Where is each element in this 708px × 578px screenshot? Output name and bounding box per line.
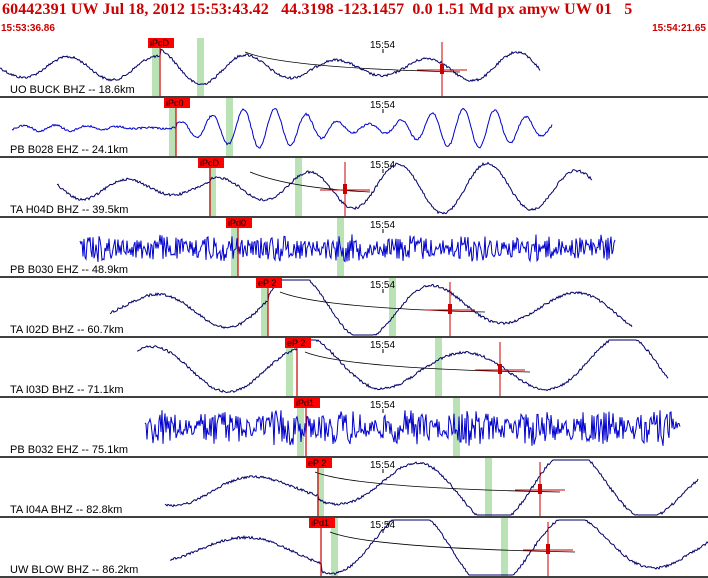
phase-pick-label-box[interactable] (285, 338, 311, 348)
time-tick-label: 15:54 (370, 160, 395, 171)
phase-pick-label: iPcD (150, 38, 170, 48)
green-window-band (261, 278, 268, 336)
phase-pick-label: eP 2 (308, 458, 326, 468)
amplitude-marker-box (440, 64, 444, 74)
amplitude-marker-box (343, 184, 347, 194)
phase-pick-label-box[interactable] (148, 38, 174, 48)
green-window-band (197, 38, 204, 96)
waveform-trace[interactable] (0, 48, 541, 86)
green-window-band (317, 458, 324, 516)
phase-pick-label: iPd1 (296, 398, 314, 408)
arrival-curve (279, 291, 486, 313)
time-tick-label: 15:54 (370, 460, 395, 471)
station-label: PB B032 EHZ -- 75.1km (10, 444, 128, 456)
station-label: PB B030 EHZ -- 48.9km (10, 264, 128, 276)
green-window-band (226, 98, 233, 156)
seismogram-panel[interactable]: 15:54 iPcD UO BUCK BHZ -- 18.6km 15:54 iPc0 P… (0, 37, 708, 578)
phase-pick-label: iPd1 (311, 518, 329, 528)
end-time: 15:54:21.65 (652, 23, 706, 34)
time-tick-label: 15:54 (370, 340, 395, 351)
phase-pick-label: iPcD (200, 158, 220, 168)
station-label: PB B028 EHZ -- 24.1km (10, 144, 128, 156)
time-tick-label: 15:54 (370, 220, 395, 231)
station-label: TA I04A BHZ -- 82.8km (10, 504, 122, 516)
phase-pick-label-box[interactable] (164, 98, 190, 108)
start-time: 15:53:36.86 (1, 23, 55, 34)
header-bar: 60442391 UW Jul 18, 2012 15:53:43.42 44.… (0, 0, 708, 37)
phase-pick-label: iPd0 (228, 218, 246, 228)
green-window-band (295, 158, 302, 216)
phase-pick-label: eP 2 (258, 278, 276, 288)
waveform-trace[interactable] (109, 279, 633, 336)
time-tick-label: 15:54 (370, 520, 395, 531)
green-window-band (501, 518, 508, 576)
waveform-trace[interactable] (169, 519, 708, 576)
arrival-curve (249, 171, 371, 193)
phase-pick-label: iPc0 (166, 98, 184, 108)
station-label: TA H04D BHZ -- 39.5km (10, 204, 128, 216)
amplitude-marker-box (538, 484, 542, 494)
phase-pick-label: eP 2 (287, 338, 305, 348)
waveform-trace[interactable] (136, 339, 669, 394)
arrival-curve (314, 471, 561, 493)
arrival-curve (304, 351, 531, 373)
green-window-band (453, 398, 460, 456)
green-window-band (331, 518, 338, 576)
phase-pick-label-box[interactable] (198, 158, 224, 168)
time-tick-label: 15:54 (370, 40, 395, 51)
station-label: TA I02D BHZ -- 60.7km (10, 324, 124, 336)
time-tick-label: 15:54 (370, 400, 395, 411)
waveform-trace[interactable] (144, 410, 681, 446)
green-window-band (152, 38, 159, 96)
arrival-curve (329, 531, 576, 553)
amplitude-marker-box (546, 544, 550, 554)
phase-pick-label-box[interactable] (256, 278, 282, 288)
time-tick-label: 15:54 (370, 100, 395, 111)
station-label: UO BUCK BHZ -- 18.6km (10, 84, 135, 96)
amplitude-marker-box (448, 304, 452, 314)
station-label: UW BLOW BHZ -- 86.2km (10, 564, 138, 576)
waveform-trace[interactable] (79, 234, 616, 263)
phase-pick-label-box[interactable] (226, 218, 252, 228)
time-tick-label: 15:54 (370, 280, 395, 291)
green-window-band (389, 278, 396, 336)
green-window-band (435, 338, 442, 396)
waveform-trace[interactable] (164, 459, 699, 516)
phase-pick-label-box[interactable] (306, 458, 332, 468)
green-window-band (485, 458, 492, 516)
phase-pick-label-box[interactable] (294, 398, 320, 408)
green-window-band (286, 338, 293, 396)
waveform-trace[interactable] (56, 161, 593, 215)
green-window-band (231, 218, 238, 276)
waveform-trace[interactable] (11, 107, 553, 149)
phase-pick-label-box[interactable] (309, 518, 335, 528)
event-title: 60442391 UW Jul 18, 2012 15:53:43.42 44.… (2, 1, 633, 18)
arrival-curve (244, 51, 461, 73)
station-label: TA I03D BHZ -- 71.1km (10, 384, 124, 396)
amplitude-marker-box (498, 364, 502, 374)
green-window-band (209, 158, 216, 216)
